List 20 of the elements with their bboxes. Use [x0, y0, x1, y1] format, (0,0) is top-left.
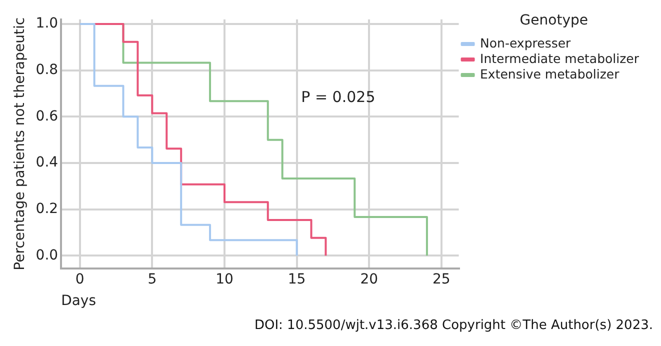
y-tick-label: 0.2: [36, 200, 58, 217]
y-tick-label: 0.6: [36, 108, 58, 124]
y-tick-label: 0.8: [36, 62, 58, 78]
y-tick-label: 1.0: [36, 16, 58, 32]
legend-label: Non-expresser: [480, 35, 572, 50]
legend-label: Intermediate metabolizer: [480, 50, 640, 66]
x-tick-label: 10: [216, 271, 234, 288]
x-tick-label: 5: [148, 271, 157, 288]
y-tick-label: 0.0: [36, 247, 58, 264]
x-axis-title: Days: [61, 293, 96, 310]
x-tick-label: 15: [288, 271, 306, 288]
annotation: P = 0.025: [301, 88, 376, 106]
legend-label: Extensive metabolizer: [480, 66, 620, 82]
legend-title: Genotype: [520, 12, 588, 29]
x-tick-label: 25: [432, 271, 450, 288]
x-tick-label: 0: [75, 271, 84, 288]
text: DOI: 10.5500/wjt.v13.i6.368 Copyright ©The Author(s) 2023.: [253, 318, 653, 333]
y-axis-title: Percentage patients not therapeutic: [12, 17, 28, 270]
x-tick-label: 20: [360, 271, 378, 288]
y-tick-label: 0.4: [36, 154, 58, 171]
